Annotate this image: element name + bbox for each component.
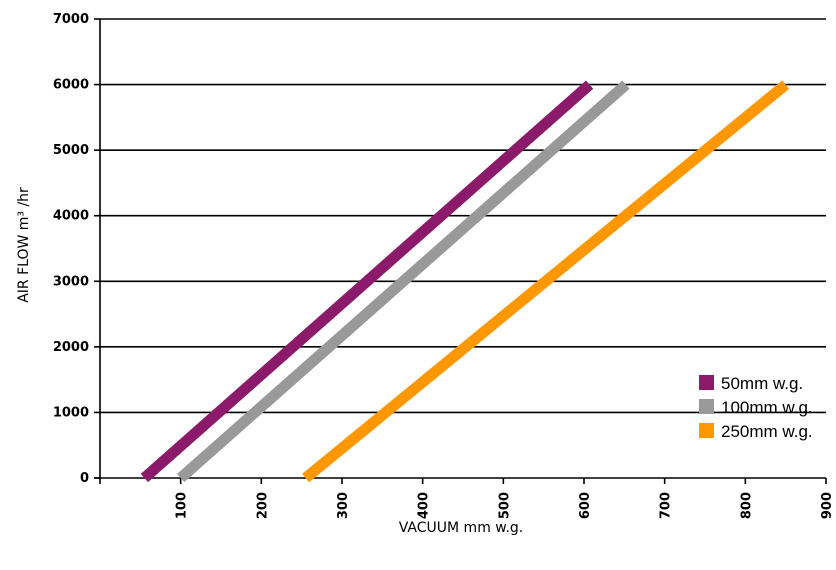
x-tick-label: 800 <box>739 492 754 519</box>
legend-label-1: 100mm w.g. <box>721 398 813 417</box>
y-tick-label: 4000 <box>53 209 89 224</box>
legend: 50mm w.g. 100mm w.g. 250mm w.g. <box>699 374 813 441</box>
series-line-2 <box>302 80 790 483</box>
y-tick-label: 7000 <box>53 12 89 27</box>
series-line-1 <box>177 80 630 483</box>
y-tick-label: 1000 <box>53 405 89 420</box>
y-tick-labels: 0 1000 2000 3000 4000 5000 6000 7000 <box>53 12 89 486</box>
x-tick-label: 900 <box>820 492 835 519</box>
legend-swatch-0 <box>699 375 714 390</box>
legend-label-0: 50mm w.g. <box>721 374 803 393</box>
x-tick-label: 200 <box>255 492 270 519</box>
y-tick-label: 6000 <box>53 78 89 93</box>
gridlines <box>100 18 826 414</box>
series-lines <box>140 80 790 483</box>
series-line-0 <box>140 80 594 483</box>
x-tick-label: 400 <box>417 492 432 519</box>
x-tick-label: 700 <box>659 492 674 519</box>
axes <box>94 18 827 484</box>
x-tick-label: 500 <box>497 492 512 519</box>
y-axis-title: AIR FLOW m³ /hr <box>16 187 32 303</box>
legend-label-2: 250mm w.g. <box>721 422 813 441</box>
legend-swatch-1 <box>699 399 714 414</box>
y-tick-label: 5000 <box>53 143 89 158</box>
y-tick-label: 2000 <box>53 340 89 355</box>
x-tick-label: 100 <box>175 492 190 519</box>
x-axis-title: VACUUM mm w.g. <box>399 520 524 536</box>
y-tick-label: 3000 <box>53 274 89 289</box>
x-tick-labels: 100 200 300 400 500 600 700 800 900 <box>175 492 835 519</box>
x-tick-label: 300 <box>336 492 351 519</box>
legend-swatch-2 <box>699 423 714 438</box>
x-tick-label: 600 <box>578 492 593 519</box>
y-tick-label: 0 <box>80 471 89 486</box>
